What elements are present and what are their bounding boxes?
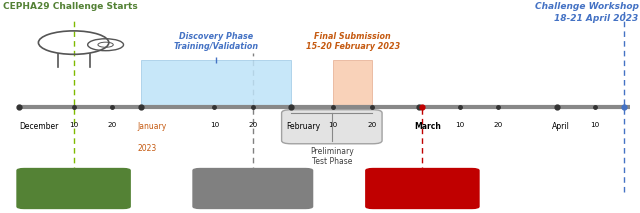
FancyBboxPatch shape xyxy=(17,168,131,209)
Text: Training set Release
15 December 2022: Training set Release 15 December 2022 xyxy=(36,181,111,196)
Text: Challenge Deadline
03 March 2023: Challenge Deadline 03 March 2023 xyxy=(387,181,458,196)
Text: December: December xyxy=(19,122,59,131)
Text: 10: 10 xyxy=(591,122,600,128)
Text: March: March xyxy=(415,122,442,131)
Text: February: February xyxy=(287,122,321,131)
Text: April: April xyxy=(552,122,570,131)
Text: Discovery Phase
Training/Validation: Discovery Phase Training/Validation xyxy=(173,32,259,51)
FancyBboxPatch shape xyxy=(192,168,314,209)
Text: 20: 20 xyxy=(368,122,377,128)
Text: 10: 10 xyxy=(210,122,219,128)
FancyBboxPatch shape xyxy=(365,168,480,209)
Text: Final Submission
15-20 February 2023: Final Submission 15-20 February 2023 xyxy=(305,32,400,51)
Text: Preliminary
Test Phase: Preliminary Test Phase xyxy=(310,147,354,166)
Text: 20: 20 xyxy=(248,122,257,128)
Text: Validation set Release
18 January 2023: Validation set Release 18 January 2023 xyxy=(211,181,294,196)
FancyBboxPatch shape xyxy=(282,110,382,144)
Text: CEPHA29 Challenge Starts: CEPHA29 Challenge Starts xyxy=(3,2,138,11)
FancyBboxPatch shape xyxy=(333,60,372,106)
Text: 20: 20 xyxy=(108,122,116,128)
Text: 10: 10 xyxy=(69,122,78,128)
FancyBboxPatch shape xyxy=(141,60,291,106)
Text: 2023: 2023 xyxy=(138,144,157,153)
Text: 10: 10 xyxy=(455,122,464,128)
Text: 20: 20 xyxy=(493,122,502,128)
Text: January: January xyxy=(138,122,167,131)
Text: 10: 10 xyxy=(328,122,337,128)
Text: Challenge Workshop
18-21 April 2023: Challenge Workshop 18-21 April 2023 xyxy=(535,2,639,23)
